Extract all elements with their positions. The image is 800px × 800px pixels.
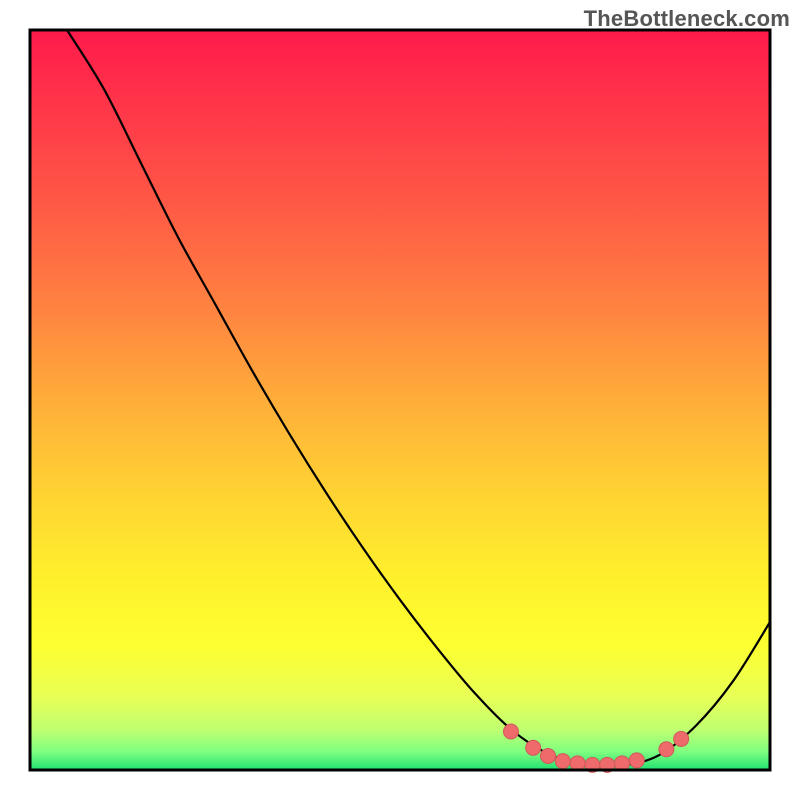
chart-container: TheBottleneck.com (0, 0, 800, 800)
marker-dot (541, 748, 556, 763)
marker-dot (659, 742, 674, 757)
bottleneck-curve-chart (0, 0, 800, 800)
plot-background (30, 30, 770, 770)
marker-dot (526, 740, 541, 755)
marker-dot (555, 754, 570, 769)
marker-dot (504, 724, 519, 739)
marker-dot (629, 753, 644, 768)
watermark-text: TheBottleneck.com (584, 6, 790, 32)
marker-dot (674, 731, 689, 746)
